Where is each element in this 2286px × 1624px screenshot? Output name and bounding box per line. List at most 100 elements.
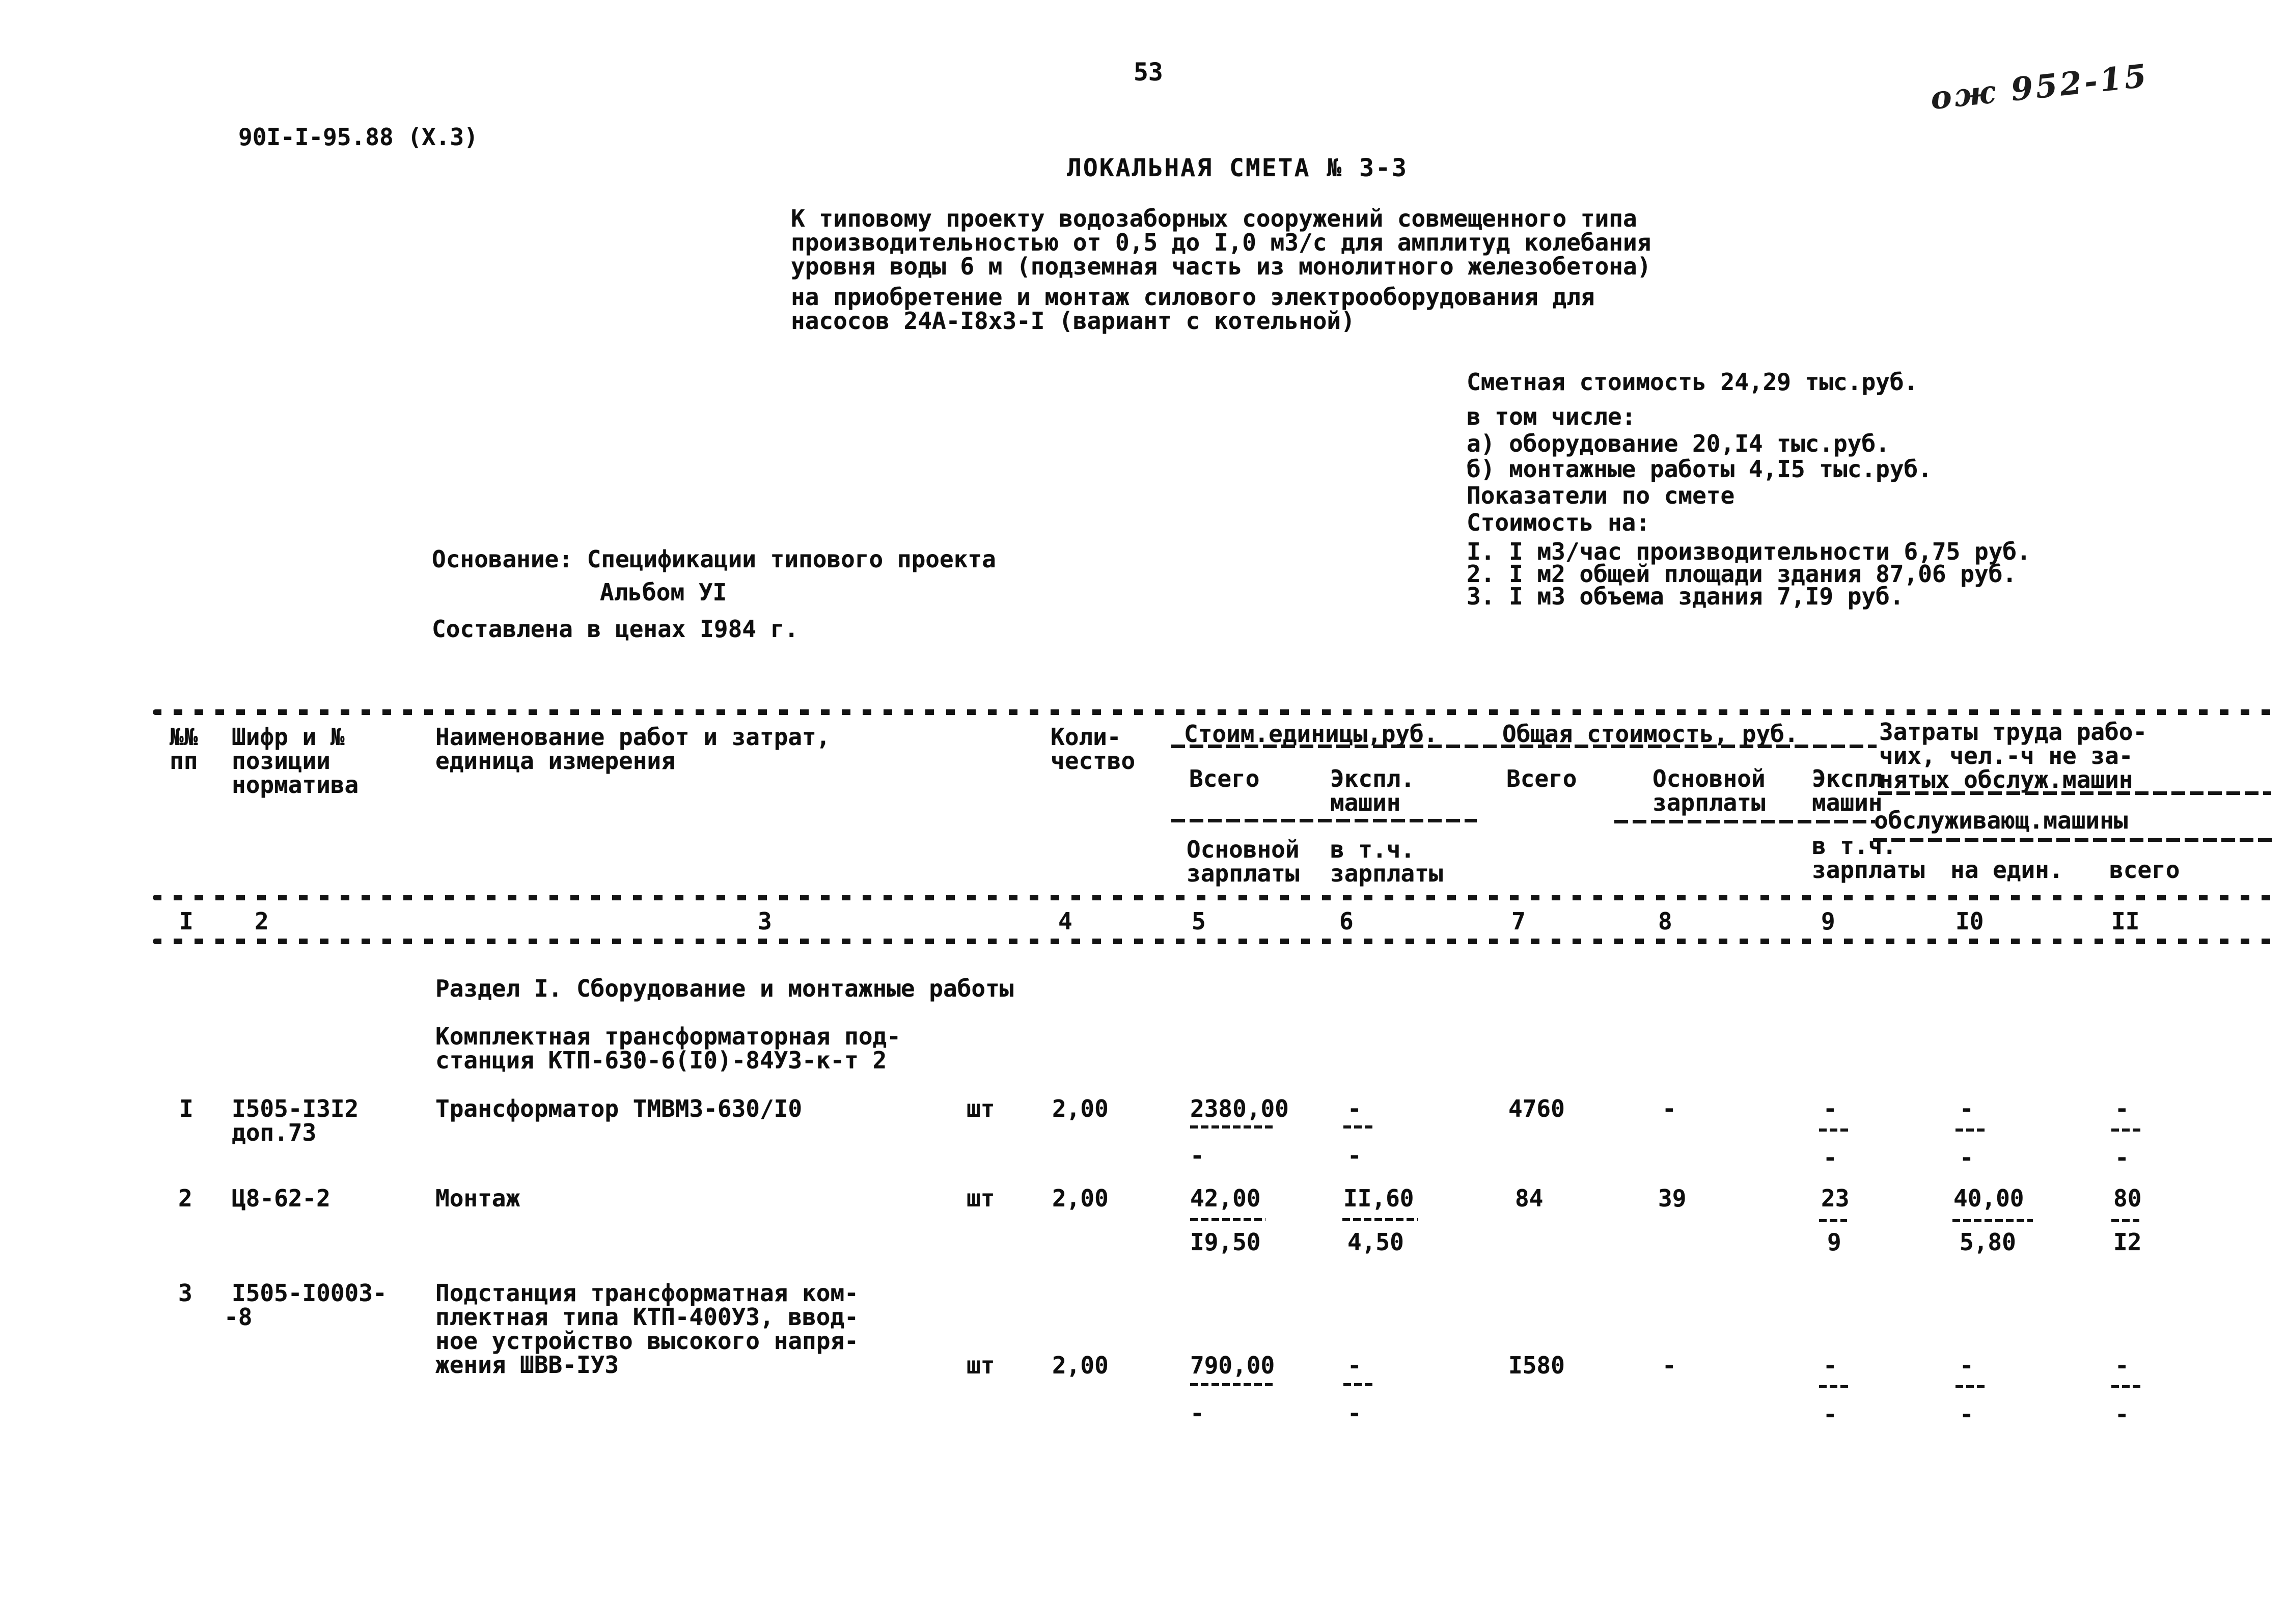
- row1-code-line1: I505-I3I2: [232, 1095, 359, 1122]
- subject-line-4: на приобретение и монтаж силового электр…: [791, 283, 1595, 311]
- colnum-bottom-rule: [153, 939, 2274, 944]
- row3-col9-sep: [1819, 1385, 1851, 1388]
- row3-code-line1: I505-I0003-: [232, 1279, 387, 1307]
- row2-col7: 84: [1515, 1185, 1544, 1212]
- row2-col6-top: II,60: [1343, 1185, 1414, 1212]
- row3-name-line2: плектная типа КТП-400У3, ввод-: [435, 1303, 859, 1331]
- header-col6-line2: машин: [1330, 789, 1401, 816]
- row2-unit: шт: [967, 1185, 995, 1212]
- row2-col10-sep: [1952, 1219, 2033, 1222]
- colnum-11: II: [2111, 907, 2140, 935]
- row1-code-line2: доп.73: [232, 1119, 317, 1146]
- row3-col11-bottom: -: [2115, 1400, 2129, 1428]
- row2-col9-top: 23: [1821, 1185, 1850, 1212]
- row2-col10-top: 40,00: [1953, 1185, 2024, 1212]
- row1-col9-sep: [1819, 1128, 1851, 1132]
- row1-col9-bottom: -: [1823, 1144, 1837, 1171]
- group-note-line1: Комплектная трансформаторная под-: [435, 1023, 901, 1050]
- indicator-3: 3. I м3 объема здания 7,I9 руб.: [1467, 583, 1904, 610]
- subject-line-1: К типовому проекту водозаборных сооружен…: [791, 205, 1637, 232]
- row2-qty: 2,00: [1052, 1185, 1109, 1212]
- header-col6-line3: в т.ч.: [1330, 836, 1415, 863]
- header-col8-line2: зарплаты: [1652, 789, 1766, 816]
- cost-total: Сметная стоимость 24,29 тыс.руб.: [1467, 368, 1918, 396]
- col9-underline: [1614, 820, 1875, 823]
- header-col2-line3: норматива: [232, 771, 359, 799]
- row1-col10-bottom: -: [1960, 1144, 1974, 1171]
- colnum-4: 4: [1058, 907, 1072, 935]
- row3-col5-sep: [1190, 1383, 1276, 1386]
- row1-qty: 2,00: [1052, 1095, 1109, 1122]
- row2-col11-bottom: I2: [2113, 1228, 2142, 1256]
- page-number: 53: [1134, 58, 1163, 87]
- colnum-1: I: [179, 907, 194, 935]
- colnum-2: 2: [255, 907, 269, 935]
- group-caption-underline: [1171, 745, 1877, 748]
- basis-line-3: Составлена в ценах I984 г.: [432, 615, 799, 643]
- row1-name-line1: Трансформатор ТМВМ3-630/I0: [435, 1095, 803, 1122]
- header-group-total-cost: Общая стоимость, руб.: [1502, 720, 1799, 748]
- row2-col11-sep: [2111, 1219, 2139, 1222]
- header-group-labor-line2: чих, чел.-ч не за-: [1879, 742, 2133, 769]
- indicators-title: Показатели по смете: [1467, 482, 1735, 509]
- cost-per-title: Стоимость на:: [1467, 509, 1650, 536]
- row2-name-line1: Монтаж: [435, 1185, 520, 1212]
- row3-col8: -: [1662, 1352, 1676, 1379]
- subject-line-2: производительностью от 0,5 до I,0 м3/с д…: [791, 229, 1651, 256]
- header-col9-line4: зарплаты: [1812, 856, 1925, 884]
- row3-name-line4: жения ШВВ-IУ3: [435, 1351, 619, 1379]
- row3-name-line3: ное устройство высокого напря-: [435, 1327, 859, 1355]
- col5-6-underline: [1171, 819, 1477, 822]
- row1-col10-sep: [1956, 1128, 1987, 1132]
- header-col6-line4: зарплаты: [1330, 860, 1443, 887]
- estimate-title: ЛОКАЛЬНАЯ СМЕТА № 3-3: [1067, 154, 1408, 182]
- colnum-6: 6: [1339, 907, 1354, 935]
- row1-col9-top: -: [1823, 1095, 1837, 1122]
- row2-code-line1: Ц8-62-2: [232, 1185, 330, 1212]
- row2-col10-bottom: 5,80: [1960, 1228, 2016, 1256]
- header-group-unit-cost: Стоим.единицы,руб.: [1184, 720, 1438, 748]
- colnum-8: 8: [1658, 907, 1672, 935]
- row2-col6-sep: [1342, 1218, 1418, 1221]
- row3-col10-sep: [1956, 1385, 1987, 1388]
- header-group-labor-line3: нятых обслуж.машин: [1879, 766, 2133, 793]
- colnum-5: 5: [1192, 907, 1206, 935]
- row3-unit: шт: [967, 1352, 995, 1379]
- row2-col5-bottom: I9,50: [1190, 1228, 1261, 1256]
- subject-line-3: уровня воды 6 м (подземная часть из моно…: [791, 253, 1651, 280]
- row3-col6-sep: [1343, 1383, 1373, 1386]
- basis-line-2: Альбом УI: [600, 579, 727, 606]
- row3-col11-top: -: [2115, 1352, 2129, 1379]
- header-col6-line1: Экспл.: [1330, 765, 1415, 792]
- row1-col11-sep: [2111, 1128, 2143, 1132]
- row3-col6-bottom: -: [1347, 1399, 1362, 1427]
- header-bottom-rule: [153, 895, 2274, 900]
- header-col4-line2: чество: [1051, 747, 1136, 775]
- row2-num: 2: [178, 1185, 192, 1212]
- row3-col5-top: 790,00: [1190, 1352, 1275, 1379]
- row1-num: I: [179, 1095, 194, 1122]
- row1-col5-top: 2380,00: [1190, 1095, 1289, 1122]
- row3-col7: I580: [1508, 1352, 1565, 1379]
- header-col5-line2: Основной: [1187, 836, 1300, 863]
- subject-line-5: насосов 24А-I8х3-I (вариант с котельной): [791, 307, 1355, 335]
- header-group-labor-line1: Затраты труда рабо-: [1879, 718, 2147, 746]
- indicator-1: I. I м3/час производительности 6,75 руб.: [1467, 538, 2031, 565]
- header-col11-label: всего: [2109, 856, 2180, 884]
- colnum-10: I0: [1956, 907, 1984, 935]
- header-col5-line3: зарплаты: [1187, 860, 1300, 887]
- handwritten-note: ож 952-15: [1929, 57, 2151, 117]
- row3-col10-top: -: [1960, 1352, 1974, 1379]
- header-col2-line2: позиции: [232, 747, 330, 775]
- row3-col10-bottom: -: [1960, 1400, 1974, 1428]
- header-col9-line2: машин: [1812, 789, 1883, 816]
- header-col9-line3: в т.ч.: [1812, 832, 1897, 860]
- row3-col5-bottom: -: [1190, 1399, 1204, 1427]
- group-note-line2: станция КТП-630-6(I0)-84У3-к-т 2: [435, 1047, 887, 1074]
- row2-col6-bottom: 4,50: [1347, 1228, 1404, 1256]
- header-col4-line1: Коли-: [1051, 723, 1121, 751]
- header-col7-line1: Всего: [1506, 765, 1577, 792]
- row1-col5-bottom: -: [1190, 1142, 1204, 1169]
- row1-unit: шт: [967, 1095, 995, 1122]
- section-title: Раздел I. Сборудование и монтажные работ…: [435, 975, 1014, 1002]
